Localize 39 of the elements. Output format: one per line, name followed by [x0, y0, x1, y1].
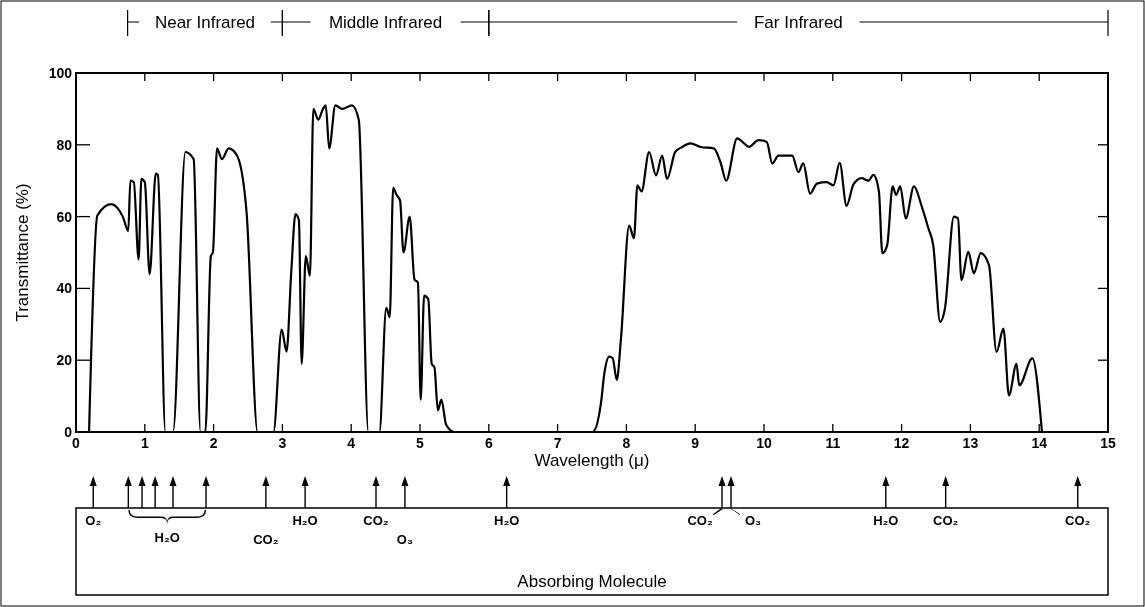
- x-axis-title: Wavelength (μ): [534, 451, 650, 470]
- y-tick-label: 80: [56, 136, 73, 153]
- y-tick-label: 40: [56, 280, 73, 297]
- y-tick-label: 0: [64, 424, 73, 440]
- x-tick-label: 14: [1031, 435, 1048, 451]
- x-tick-label: 9: [691, 435, 700, 451]
- text: H₂O: [154, 530, 180, 545]
- x-tick-label: 10: [756, 435, 772, 451]
- x-tick-label: 15: [1100, 435, 1116, 451]
- text: Absorbing Molecule: [517, 572, 667, 591]
- y-axis-title: Transmittance (%): [13, 183, 32, 322]
- text: Near Infrared: [154, 13, 256, 32]
- x-tick-label: 7: [553, 435, 562, 451]
- text: Middle Infrared: [328, 13, 443, 32]
- text: O₃: [744, 513, 762, 528]
- x-tick-label: 1: [140, 435, 149, 451]
- text: O₃: [396, 532, 413, 547]
- text: CO₂: [1065, 513, 1091, 528]
- text: O₂: [85, 513, 102, 528]
- x-tick-label: 8: [622, 435, 631, 451]
- y-tick-label: 60: [56, 208, 73, 225]
- y-tick-label: 100: [48, 65, 73, 81]
- x-tick-label: 3: [278, 435, 287, 451]
- x-tick-label: 13: [962, 435, 979, 451]
- text: H₂O: [494, 513, 520, 528]
- y-tick-label: 20: [56, 352, 73, 369]
- x-tick-label: 4: [347, 435, 356, 451]
- text: CO₂: [687, 513, 713, 528]
- text: CO₂: [363, 513, 389, 528]
- x-tick-label: 2: [209, 435, 218, 451]
- text: CO₂: [253, 532, 279, 547]
- text: CO₂: [933, 513, 959, 528]
- text: H₂O: [292, 513, 318, 528]
- x-tick-label: 5: [416, 435, 425, 451]
- x-tick-label: 11: [825, 435, 841, 451]
- x-tick-label: 6: [484, 435, 493, 451]
- text: Far Infrared: [753, 13, 843, 32]
- x-tick-label: 12: [893, 435, 910, 451]
- text: H₂O: [873, 513, 899, 528]
